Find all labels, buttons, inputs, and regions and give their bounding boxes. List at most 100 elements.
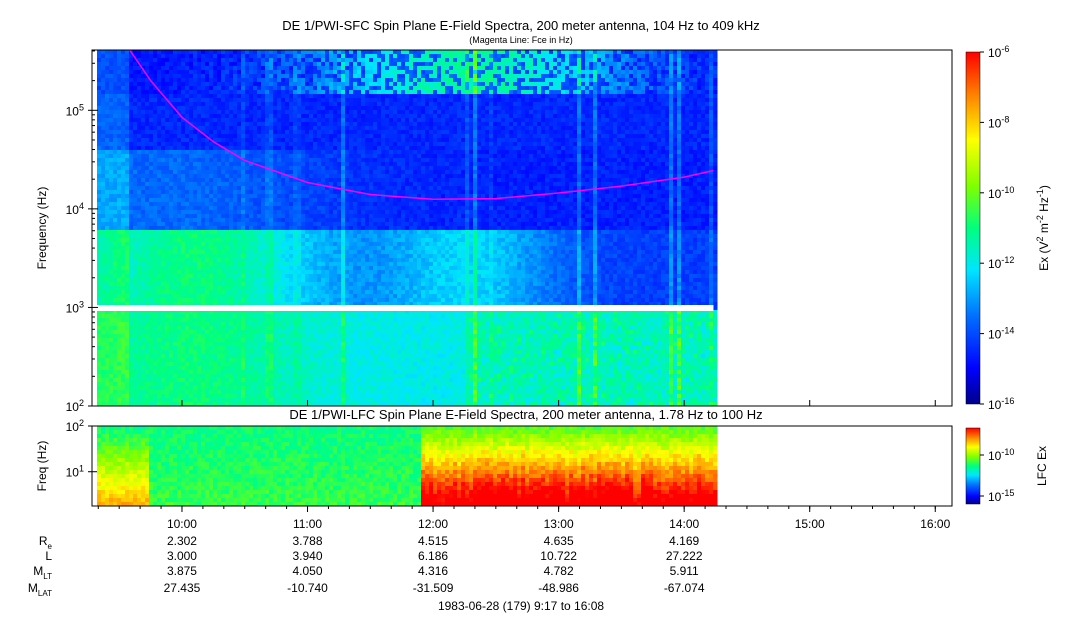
sfc-cell — [149, 358, 154, 363]
sfc-cell — [305, 70, 310, 75]
sfc-cell — [281, 358, 286, 363]
sfc-cell — [109, 362, 114, 367]
sfc-cell — [153, 170, 158, 175]
sfc-cell — [285, 302, 290, 307]
sfc-cell — [145, 166, 150, 171]
sfc-cell — [229, 90, 234, 95]
sfc-cell — [317, 278, 322, 283]
sfc-cell — [297, 366, 302, 371]
sfc-cell — [109, 218, 114, 223]
sfc-cell — [241, 190, 246, 195]
sfc-cell — [273, 114, 278, 119]
sfc-cell — [313, 238, 318, 243]
sfc-cell — [145, 142, 150, 147]
sfc-cell — [209, 82, 214, 87]
sfc-cell — [205, 106, 210, 111]
sfc-cell — [213, 298, 218, 303]
sfc-cell — [121, 54, 126, 59]
sfc-cell — [165, 370, 170, 375]
sfc-cell — [201, 142, 206, 147]
sfc-cell — [109, 222, 114, 227]
sfc-cell — [149, 298, 154, 303]
sfc-cell — [221, 202, 226, 207]
sfc-cell — [293, 394, 298, 399]
sfc-cell — [189, 158, 194, 163]
sfc-cell — [265, 230, 270, 235]
sfc-cell — [265, 190, 270, 195]
sfc-cell — [157, 170, 162, 175]
sfc-cell — [205, 270, 210, 275]
sfc-cell — [317, 250, 322, 255]
sfc-cell — [277, 318, 282, 323]
sfc-cell — [217, 234, 222, 239]
sfc-cell — [133, 378, 138, 383]
sfc-cell — [153, 66, 158, 71]
sfc-cell — [185, 330, 190, 335]
sfc-cell — [237, 190, 242, 195]
sfc-cell — [225, 70, 230, 75]
sfc-cell — [261, 94, 266, 99]
sfc-cell — [133, 334, 138, 339]
sfc-cell — [149, 366, 154, 371]
sfc-cell — [253, 94, 258, 99]
sfc-cell — [229, 146, 234, 151]
sfc-cell — [309, 54, 314, 59]
sfc-cell — [257, 370, 262, 375]
sfc-cell — [205, 282, 210, 287]
sfc-cell — [149, 158, 154, 163]
sfc-cell — [105, 202, 110, 207]
sfc-cell — [193, 130, 198, 135]
sfc-cell — [289, 122, 294, 127]
sfc-cell — [213, 390, 218, 395]
sfc-cell — [301, 338, 306, 343]
sfc-cell — [109, 322, 114, 327]
sfc-cell — [209, 210, 214, 215]
sfc-cell — [217, 182, 222, 187]
sfc-cell — [257, 390, 262, 395]
sfc-cell — [97, 70, 102, 75]
sfc-cell — [261, 234, 266, 239]
sfc-cell — [137, 274, 142, 279]
sfc-cell — [161, 126, 166, 131]
sfc-cell — [169, 322, 174, 327]
sfc-cell — [241, 266, 246, 271]
sfc-cell — [137, 374, 142, 379]
sfc-cell — [205, 206, 210, 211]
sfc-cell — [241, 74, 246, 79]
sfc-cell — [113, 138, 118, 143]
sfc-cell — [181, 182, 186, 187]
sfc-cell — [221, 126, 226, 131]
sfc-cell — [109, 194, 114, 199]
sfc-cell — [157, 262, 162, 267]
sfc-cell — [245, 250, 250, 255]
sfc-cell — [189, 98, 194, 103]
sfc-cell — [305, 66, 310, 71]
sfc-cell — [289, 282, 294, 287]
sfc-cell — [209, 146, 214, 151]
sfc-cell — [153, 282, 158, 287]
sfc-cell — [257, 178, 262, 183]
sfc-cell — [293, 210, 298, 215]
sfc-cell — [297, 330, 302, 335]
sfc-cell — [265, 90, 270, 95]
sfc-cell — [217, 70, 222, 75]
sfc-cell — [277, 382, 282, 387]
sfc-cell — [257, 402, 262, 406]
sfc-cell — [165, 218, 170, 223]
sfc-cell — [269, 314, 274, 319]
sfc-cell — [237, 254, 242, 259]
sfc-cell — [289, 250, 294, 255]
sfc-cell — [233, 254, 238, 259]
sfc-cell — [181, 230, 186, 235]
sfc-cell — [161, 226, 166, 231]
sfc-cell — [197, 62, 202, 67]
sfc-cell — [297, 238, 302, 243]
sfc-cell — [293, 70, 298, 75]
sfc-cell — [169, 226, 174, 231]
sfc-cell — [317, 402, 322, 406]
sfc-cell — [129, 358, 134, 363]
sfc-cell — [313, 106, 318, 111]
sfc-cell — [189, 54, 194, 59]
sfc-cell — [141, 90, 146, 95]
sfc-cell — [229, 110, 234, 115]
